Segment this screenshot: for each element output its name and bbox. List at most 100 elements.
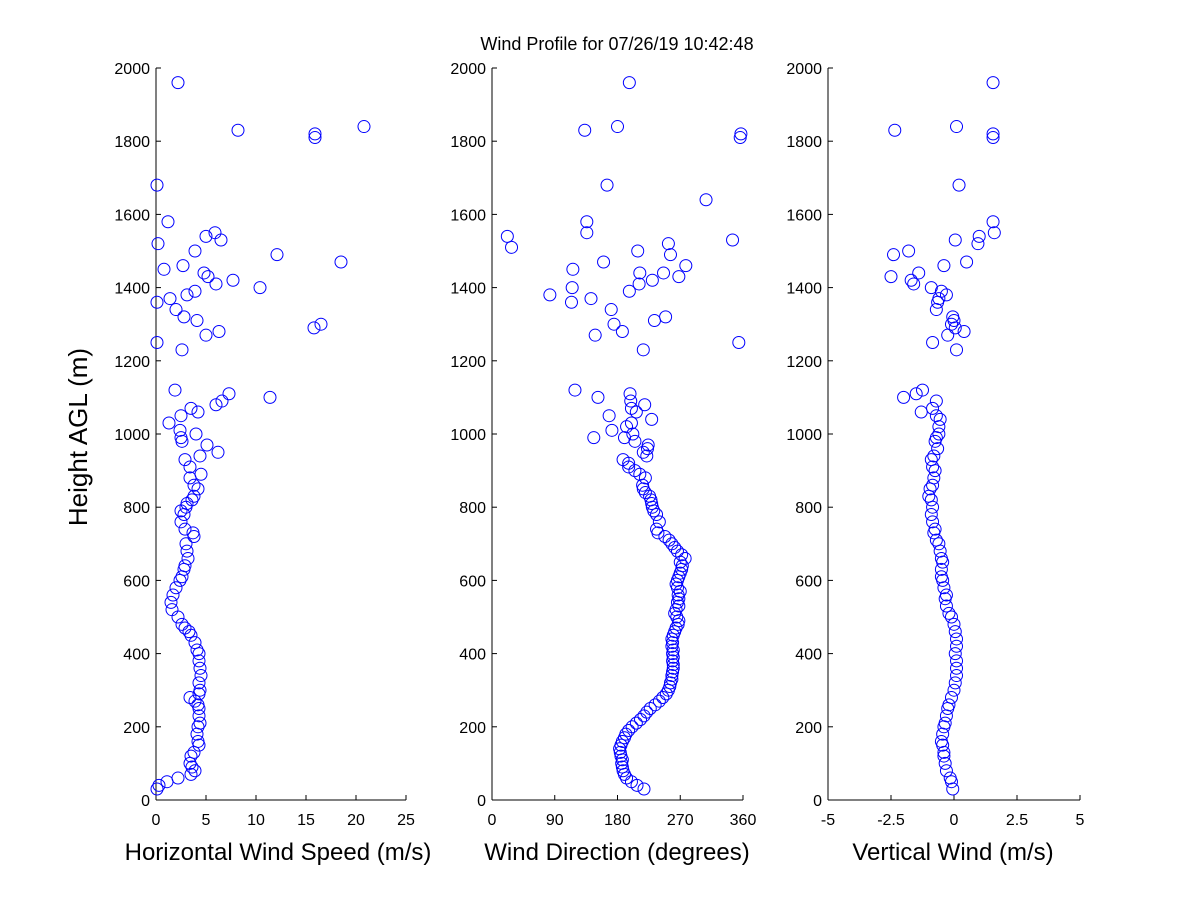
speed-x-tick-label: 20: [347, 812, 365, 829]
speed-data-point: [178, 453, 192, 467]
direction-data-point: [624, 394, 638, 408]
vertical-data-point: [927, 471, 941, 485]
speed-data-point: [192, 676, 206, 690]
speed-data-point: [173, 423, 187, 437]
vertical-data-point: [986, 215, 1000, 229]
vertical-data-point: [939, 588, 953, 602]
direction-data-point: [632, 277, 646, 291]
direction-data-point: [657, 266, 671, 280]
wind-direction-panel: 0 90 180 270 360 0 200 400 600 800 1000 1200 1400 160…: [450, 61, 756, 866]
vertical-data-point: [924, 453, 938, 467]
vertical-data-point: [888, 123, 902, 137]
direction-data-point: [671, 588, 685, 602]
speed-data-point: [188, 244, 202, 258]
speed-data-point: [181, 551, 195, 565]
direction-data-point: [669, 621, 683, 635]
vertical-data-point: [938, 716, 952, 730]
speed-data-point: [193, 449, 207, 463]
direction-data-point: [636, 343, 650, 357]
y-axis-label: Height AGL (m): [63, 348, 93, 526]
speed-data-point: [150, 178, 164, 192]
direction-data-point: [672, 270, 686, 284]
direction-data-point: [611, 120, 624, 134]
speed-data-point: [178, 621, 192, 635]
direction-data-point: [633, 467, 647, 481]
speed-y-tick-label: 1400: [114, 281, 150, 298]
direction-data-point: [587, 431, 601, 445]
speed-data-point: [193, 661, 207, 675]
speed-data-point: [200, 438, 214, 452]
speed-data-point: [150, 295, 164, 309]
direction-y-tick-label: 800: [459, 500, 486, 517]
speed-data-point: [187, 489, 201, 503]
direction-data-point: [602, 409, 616, 423]
speed-data-point: [178, 522, 192, 536]
speed-data-point: [180, 544, 194, 558]
speed-x-tick-label: 25: [397, 812, 415, 829]
direction-data-point: [623, 387, 637, 401]
direction-data-point: [629, 405, 643, 419]
vertical-data-point: [928, 522, 942, 536]
vertical-data-point: [972, 229, 986, 243]
speed-data-point: [183, 691, 197, 705]
direction-data-point: [564, 295, 578, 309]
direction-y-tick-label: 1400: [450, 281, 486, 298]
speed-y-tick-label: 2000: [114, 61, 150, 78]
vertical-x-axis-label: Vertical Wind (m/s): [852, 839, 1053, 866]
speed-y-tick-label: 400: [123, 647, 150, 664]
vertical-y-tick-label: 400: [795, 647, 822, 664]
direction-data-point: [643, 702, 657, 715]
vertical-data-point: [948, 647, 962, 661]
direction-data-point: [650, 522, 664, 536]
vertical-data-point: [926, 515, 940, 529]
speed-data-point: [189, 427, 203, 441]
direction-data-point: [565, 281, 579, 295]
speed-data-point: [222, 387, 236, 401]
direction-x-tick-label: 90: [546, 812, 564, 829]
speed-data-point: [178, 559, 192, 573]
speed-data-point: [171, 76, 185, 90]
direction-data-point: [617, 431, 631, 445]
speed-data-point: [188, 284, 202, 298]
vertical-data-point: [948, 625, 962, 639]
vertical-y-tick-label: 800: [795, 500, 822, 517]
vertical-data-point: [924, 508, 938, 522]
speed-data-point: [176, 259, 190, 273]
vertical-y-tick-label: 1800: [786, 134, 822, 151]
vertical-x-tick-label: 2.5: [1006, 812, 1028, 829]
speed-data-point: [209, 277, 223, 291]
vertical-data-point: [904, 273, 918, 287]
direction-data-point: [622, 76, 636, 90]
direction-data-point: [624, 775, 638, 789]
direction-x-tick-label: 360: [730, 812, 757, 829]
vertical-data-point: [986, 127, 1000, 141]
vertical-data-point: [897, 390, 911, 404]
direction-data-point: [645, 412, 659, 426]
direction-data-point: [615, 325, 629, 339]
vertical-x-tick-label: 5: [1076, 812, 1085, 829]
direction-y-tick-label: 1200: [450, 354, 486, 371]
direction-data-point: [637, 782, 651, 796]
vertical-data-point: [947, 683, 961, 697]
direction-x-tick-label: 180: [604, 812, 631, 829]
direction-y-tick-label: 1000: [450, 427, 486, 444]
vertical-data-point: [933, 412, 947, 426]
direction-data-point: [675, 559, 689, 573]
direction-data-point: [638, 398, 652, 412]
speed-data-point: [194, 467, 208, 481]
direction-data-point: [616, 453, 630, 467]
speed-data-point: [169, 303, 183, 317]
vertical-data-point: [939, 764, 953, 778]
direction-data-point: [640, 705, 654, 719]
speed-data-point: [334, 255, 348, 269]
direction-y-tick-label: 2000: [450, 61, 486, 78]
vertical-data-point: [950, 654, 964, 668]
vertical-data-point: [929, 394, 943, 408]
vertical-data-point: [938, 756, 952, 770]
speed-data-point: [231, 123, 245, 137]
vertical-data-point: [944, 610, 958, 624]
speed-data-point: [191, 405, 205, 419]
vertical-data-point: [887, 248, 901, 262]
direction-data-point: [678, 551, 692, 565]
vertical-data-point: [948, 233, 962, 247]
